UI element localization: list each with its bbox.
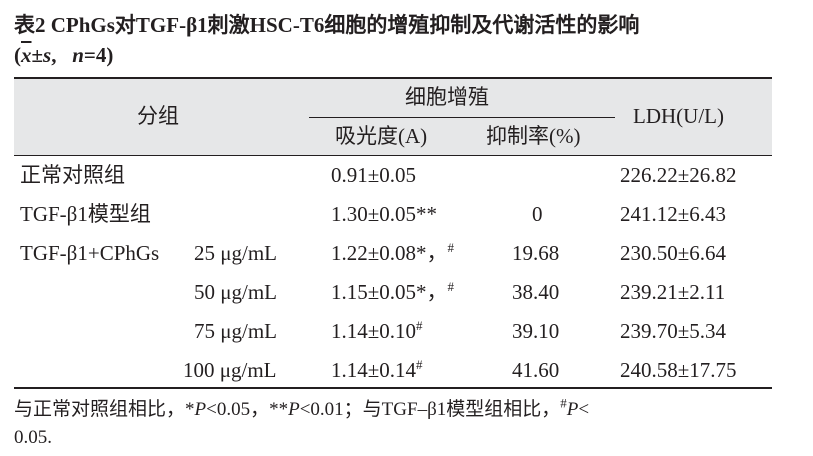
row-ldh: 226.22±26.82 <box>620 163 737 187</box>
row-ldh: 230.50±6.64 <box>620 241 727 265</box>
row-inhibition: 39.10 <box>512 319 560 343</box>
header-proliferation: 细胞增殖 <box>405 85 489 109</box>
caption-stats: (x±s, n=4) <box>14 43 114 67</box>
table-footnote: 与正常对照组相比，*P<0.05，**P<0.01；与TGF–β1模型组相比，#… <box>14 396 784 452</box>
row-absorbance: 1.22±0.08*，# <box>331 240 455 265</box>
table-top-rule <box>14 77 772 79</box>
header-absorbance: 吸光度(A) <box>335 124 428 148</box>
row-ldh: 240.58±17.75 <box>620 358 737 382</box>
row-group: TGF-β1模型组 <box>20 202 151 226</box>
row-inhibition: 41.60 <box>512 358 560 382</box>
row-dose: 100 μg/mL <box>183 358 277 382</box>
row-ldh: 241.12±6.43 <box>620 202 727 226</box>
header-inhibition: 抑制率(%) <box>486 124 581 148</box>
row-ldh: 239.70±5.34 <box>620 319 727 343</box>
row-dose: 50 μg/mL <box>194 280 278 304</box>
table-header-rule <box>14 155 772 156</box>
footnote-line2: 0.05. <box>14 427 52 448</box>
caption-n: n <box>72 43 84 67</box>
header-group: 分组 <box>137 104 179 128</box>
caption-xbar: x <box>21 43 32 67</box>
row-inhibition: 0 <box>532 202 543 226</box>
table-subheader-rule <box>309 117 615 118</box>
row-dose: 25 μg/mL <box>194 241 278 265</box>
row-absorbance: 1.14±0.10# <box>331 318 423 343</box>
row-dose: 75 μg/mL <box>194 319 278 343</box>
row-absorbance: 1.14±0.14# <box>331 357 423 382</box>
row-absorbance: 1.15±0.05*，# <box>331 279 455 304</box>
row-inhibition: 38.40 <box>512 280 560 304</box>
row-inhibition: 19.68 <box>512 241 560 265</box>
row-absorbance: 0.91±0.05 <box>331 163 417 187</box>
header-ldh: LDH(U/L) <box>633 104 724 128</box>
table-bottom-rule <box>14 387 772 389</box>
row-group: TGF-β1+CPhGs <box>20 241 160 265</box>
row-absorbance: 1.30±0.05** <box>331 202 438 226</box>
caption-title: 表2 CPhGs对TGF-β1刺激HSC-T6细胞的增殖抑制及代谢活性的影响 <box>14 13 640 37</box>
table-caption: 表2 CPhGs对TGF-β1刺激HSC-T6细胞的增殖抑制及代谢活性的影响 (… <box>14 10 804 70</box>
row-ldh: 239.21±2.11 <box>620 280 726 304</box>
footnote-line1: 与正常对照组相比，*P<0.05，**P<0.01；与TGF–β1模型组相比，#… <box>14 395 590 420</box>
row-group: 正常对照组 <box>20 163 125 187</box>
